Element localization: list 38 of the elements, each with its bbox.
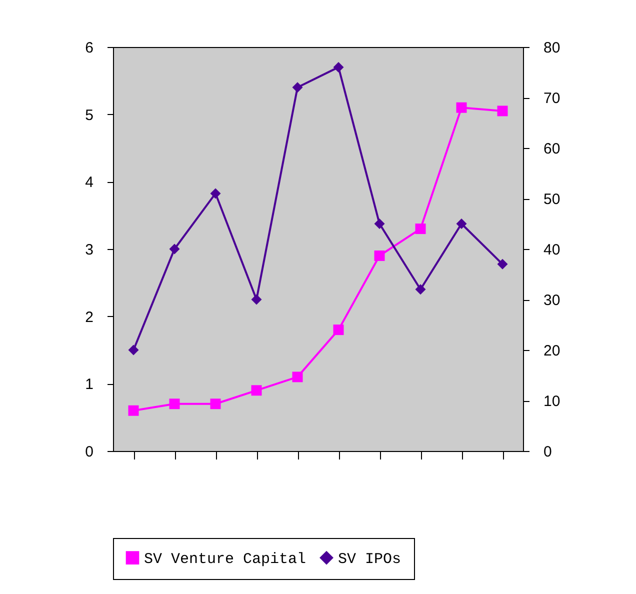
y2-tick-label: 30 (544, 292, 560, 309)
point (292, 82, 303, 93)
y2-tick-label: 80 (544, 40, 560, 56)
y2-tick-label: 10 (544, 393, 560, 410)
y2-tick-label: 60 (544, 140, 560, 158)
point (415, 224, 426, 234)
y2-tick-label: 0 (544, 444, 552, 460)
point (169, 398, 180, 410)
legend-label: SV Venture Capital (144, 550, 306, 568)
point (210, 398, 221, 410)
y-tick-label: 5 (85, 106, 94, 124)
point (374, 218, 385, 229)
point (210, 188, 221, 199)
point (497, 258, 508, 270)
y-tick-label: 3 (85, 242, 94, 258)
point (456, 218, 467, 229)
y-tick-label: 2 (85, 308, 94, 326)
y-tick-label: 1 (85, 376, 94, 394)
point (169, 244, 180, 254)
point (374, 250, 385, 261)
point (251, 294, 262, 305)
point (251, 385, 262, 396)
point (333, 324, 344, 336)
point (333, 62, 344, 72)
y-tick-label: 4 (85, 174, 94, 192)
point (128, 405, 139, 416)
y-tick-label: 0 (85, 444, 94, 460)
y-tick-label: 6 (85, 40, 94, 56)
y2-tick-label: 40 (544, 242, 560, 258)
point (456, 102, 467, 113)
y2-tick-label: 20 (544, 342, 560, 360)
y2-tick-label: 70 (544, 90, 560, 107)
point (415, 284, 426, 295)
point (292, 372, 303, 382)
legend-label: SV IPOs (338, 550, 402, 568)
y2-tick-label: 50 (544, 191, 560, 208)
point (128, 344, 139, 356)
point (497, 106, 508, 116)
